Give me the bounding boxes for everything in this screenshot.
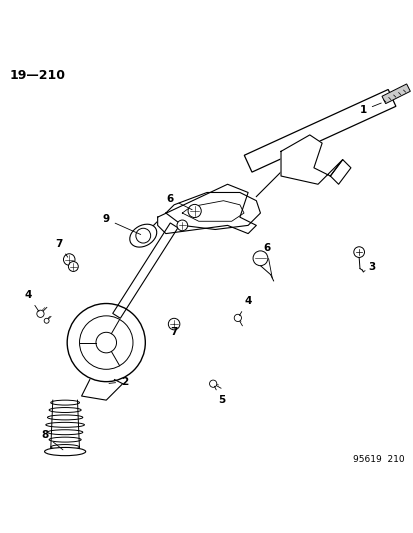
- Polygon shape: [280, 135, 342, 184]
- PathPatch shape: [112, 223, 178, 318]
- Text: 6: 6: [262, 243, 272, 278]
- Circle shape: [252, 251, 267, 265]
- Circle shape: [188, 204, 201, 217]
- Text: 2: 2: [109, 377, 128, 386]
- Circle shape: [96, 332, 116, 353]
- Text: 3: 3: [362, 262, 374, 272]
- PathPatch shape: [381, 84, 409, 103]
- Circle shape: [135, 228, 150, 243]
- Polygon shape: [166, 192, 260, 230]
- Circle shape: [176, 220, 187, 231]
- Text: 95619  210: 95619 210: [352, 455, 404, 464]
- Text: 1: 1: [359, 103, 380, 115]
- Polygon shape: [157, 184, 256, 233]
- Text: 5: 5: [214, 386, 225, 405]
- Circle shape: [44, 318, 49, 323]
- Ellipse shape: [129, 224, 157, 247]
- Circle shape: [63, 254, 75, 265]
- Circle shape: [68, 262, 78, 271]
- Text: 4: 4: [239, 296, 251, 316]
- Text: 7: 7: [170, 324, 177, 337]
- Text: 4: 4: [24, 290, 39, 311]
- Text: 9: 9: [102, 214, 140, 235]
- Circle shape: [234, 314, 241, 321]
- Circle shape: [168, 318, 179, 330]
- Circle shape: [37, 310, 44, 318]
- Circle shape: [209, 380, 216, 387]
- Text: 6: 6: [166, 193, 192, 210]
- Text: 19—210: 19—210: [9, 69, 65, 82]
- Text: 7: 7: [55, 239, 68, 257]
- Text: 8: 8: [41, 430, 63, 450]
- Ellipse shape: [45, 447, 85, 456]
- PathPatch shape: [244, 90, 395, 172]
